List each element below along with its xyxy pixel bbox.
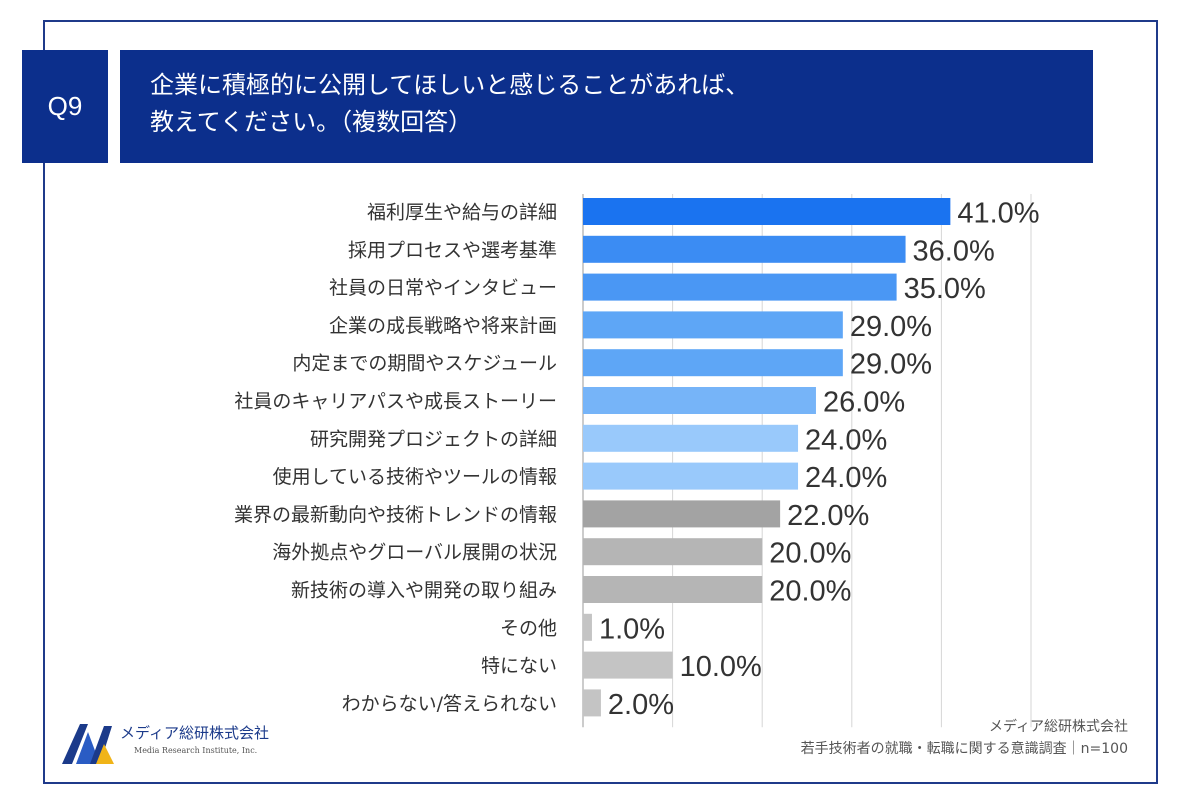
value-label-5: 29.0% [850, 349, 932, 381]
category-label-6: 社員のキャリアパスや成長ストーリー [234, 391, 557, 413]
category-label-7: 研究開発プロジェクトの詳細 [310, 428, 557, 450]
bar-7 [583, 424, 799, 452]
bar-12 [583, 613, 592, 641]
bar-6 [583, 387, 816, 414]
bar-10 [583, 538, 763, 566]
category-label-11: 新技術の導入や開発の取り組み [291, 580, 557, 602]
category-labels: 福利厚生や給与の詳細採用プロセスや選考基準社員の日常やインタビュー企業の成長戦略… [234, 202, 557, 715]
category-label-10: 海外拠点やグローバル展開の状況 [272, 542, 557, 564]
value-label-14: 2.0% [608, 689, 674, 721]
bar-8 [583, 462, 799, 490]
category-label-3: 社員の日常やインタビュー [329, 277, 557, 299]
bar-14 [583, 689, 601, 717]
logo-company-sub: Media Research Institute, Inc. [134, 746, 258, 755]
bar-4 [583, 311, 843, 339]
logo-company-name: メディア総研株式会社 [120, 724, 269, 742]
question-number: Q9 [47, 91, 83, 121]
source-company: メディア総研株式会社 [988, 719, 1128, 735]
value-label-7: 24.0% [805, 424, 887, 456]
value-label-3: 35.0% [904, 273, 986, 305]
category-label-12: その他 [500, 617, 557, 639]
value-label-1: 41.0% [957, 198, 1039, 230]
category-label-2: 採用プロセスや選考基準 [348, 239, 557, 261]
value-label-11: 20.0% [769, 576, 851, 608]
bar-13 [583, 651, 673, 679]
outer-frame [43, 20, 1158, 784]
value-label-2: 36.0% [913, 235, 995, 267]
value-label-12: 1.0% [599, 613, 665, 645]
logo-mark-icon [62, 724, 114, 764]
value-labels: 41.0% 36.0% 35.0% 29.0% 29.0% 26.0% 24.0% 24.0%… [599, 198, 1040, 721]
bars [583, 198, 951, 717]
bar-11 [583, 576, 763, 603]
source-survey: 若手技術者の就職・転職に関する意識調査｜n=100 [800, 741, 1128, 757]
bar-9 [583, 500, 781, 528]
question-title-box: 企業に積極的に公開してほしいと感じることがあれば、 教えてください。（複数回答） [120, 50, 1093, 163]
bar-2 [583, 235, 906, 263]
category-label-13: 特にない [481, 655, 557, 677]
category-label-9: 業界の最新動向や技術トレンドの情報 [234, 504, 557, 526]
category-label-14: わからない/答えられない [342, 693, 557, 715]
value-label-8: 24.0% [805, 462, 887, 494]
bar-3 [583, 273, 897, 301]
bar-5 [583, 349, 843, 377]
question-title-line2: 教えてください。（複数回答） [150, 108, 473, 136]
category-label-8: 使用している技術やツールの情報 [273, 466, 557, 488]
category-label-5: 内定までの期間やスケジュール [292, 353, 557, 375]
company-logo: メディア総研株式会社 Media Research Institute, Inc… [60, 718, 360, 768]
value-label-6: 26.0% [823, 387, 905, 419]
category-label-1: 福利厚生や給与の詳細 [367, 202, 557, 224]
value-label-9: 22.0% [787, 500, 869, 532]
value-label-10: 20.0% [769, 538, 851, 570]
value-label-4: 29.0% [850, 311, 932, 343]
value-label-13: 10.0% [680, 651, 762, 683]
bar-1 [583, 198, 951, 225]
category-label-4: 企業の成長戦略や将来計画 [329, 315, 557, 337]
question-title-line1: 企業に積極的に公開してほしいと感じることがあれば、 [150, 71, 750, 99]
question-number-badge: Q9 [22, 50, 108, 163]
source-note: メディア総研株式会社 若手技術者の就職・転職に関する意識調査｜n=100 [801, 716, 1128, 760]
